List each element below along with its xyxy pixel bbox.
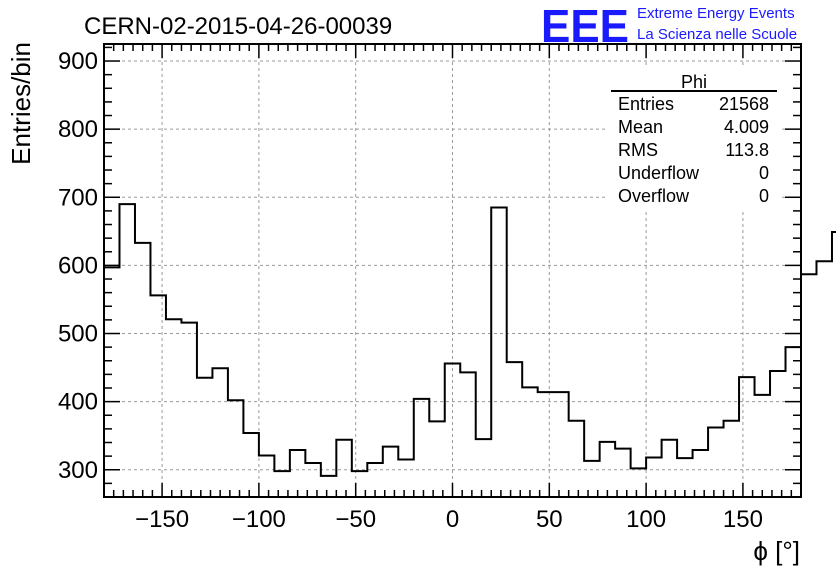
stats-label-entries: Entries (618, 94, 674, 114)
histogram-bin (290, 450, 305, 497)
x-tick-label: −100 (232, 506, 286, 533)
histogram-bin (786, 347, 801, 497)
histogram-bin (522, 387, 537, 497)
grid-layer (104, 44, 801, 497)
histogram-bin (615, 449, 630, 497)
stats-value-entries: 21568 (719, 94, 769, 114)
x-axis-label: ϕ [°] (753, 536, 800, 566)
stats-value-overflow: 0 (759, 186, 769, 206)
x-tick-label: 0 (446, 506, 459, 533)
histogram-bin (538, 392, 553, 497)
histogram-bin (507, 362, 522, 497)
histogram-bin (600, 442, 615, 497)
histogram-bin (631, 468, 646, 497)
stats-label-underflow: Underflow (618, 163, 700, 183)
histogram-bin (243, 433, 258, 497)
stats-label-rms: RMS (618, 140, 658, 160)
y-tick-label: 500 (58, 321, 98, 348)
histogram-bin (429, 421, 444, 497)
histogram-bin (801, 274, 816, 497)
histogram-bin (739, 377, 754, 497)
histogram-bin (708, 428, 723, 497)
y-axis-label: Entries/bin (6, 42, 36, 165)
histogram-bin (553, 392, 568, 497)
histogram-bin (398, 460, 413, 497)
histogram-bin (646, 457, 661, 497)
histogram-bin (491, 207, 506, 497)
stats-label-overflow: Overflow (618, 186, 690, 206)
histogram-bin (166, 319, 181, 497)
histogram-bin (150, 295, 165, 497)
logo-line-1: Extreme Energy Events (637, 5, 795, 22)
y-tick-label: 300 (58, 457, 98, 484)
stats-box: Phi Entries 21568 Mean 4.009 RMS 113.8 U… (608, 68, 780, 212)
histogram-bin (181, 323, 196, 497)
histogram-bin (693, 450, 708, 497)
histogram-bin (228, 400, 243, 497)
tick-labels: −150 −100 −50 0 50 100 150 300 400 500 600 700 800 90… (58, 48, 763, 533)
histogram-bin (662, 440, 677, 497)
x-tick-label: 100 (626, 506, 666, 533)
x-tick-label: −150 (135, 506, 189, 533)
y-tick-label: 600 (58, 252, 98, 279)
stats-box-title: Phi (681, 72, 707, 92)
y-tick-label: 900 (58, 48, 98, 75)
y-tick-label: 700 (58, 184, 98, 211)
histogram-bin (383, 447, 398, 497)
histogram-bin (755, 395, 770, 497)
axis-ticks (103, 44, 802, 498)
histogram-bin (336, 440, 351, 497)
histogram-bin (259, 455, 274, 497)
x-tick-label: 50 (536, 506, 563, 533)
histogram-bin (321, 476, 336, 497)
histogram-bin (104, 267, 119, 497)
histogram-bin (816, 261, 831, 497)
histogram-bin (197, 378, 212, 497)
x-tick-label: −50 (335, 506, 376, 533)
stats-label-mean: Mean (618, 117, 663, 137)
histogram-bin (770, 371, 785, 497)
histogram-bin (724, 421, 739, 497)
y-tick-label: 800 (58, 116, 98, 143)
histogram-bin (569, 421, 584, 497)
histogram-bin (212, 368, 227, 497)
histogram-bin (119, 204, 134, 497)
y-tick-label: 400 (58, 389, 98, 416)
histogram-bin (445, 363, 460, 497)
histogram-bin (135, 243, 150, 497)
stats-value-rms: 113.8 (725, 140, 769, 160)
chart-title: CERN-02-2015-04-26-00039 (84, 13, 392, 40)
histogram-bin (476, 439, 491, 497)
histogram-bin (414, 399, 429, 497)
histogram-bin (460, 372, 475, 497)
x-tick-label: 150 (723, 506, 763, 533)
histogram-outline (103, 203, 836, 497)
histogram-series (103, 203, 836, 497)
logo-line-2: La Scienza nelle Scuole (637, 26, 797, 43)
stats-value-mean: 4.009 (724, 117, 769, 137)
histogram-bin (832, 232, 836, 497)
stats-value-underflow: 0 (759, 163, 769, 183)
